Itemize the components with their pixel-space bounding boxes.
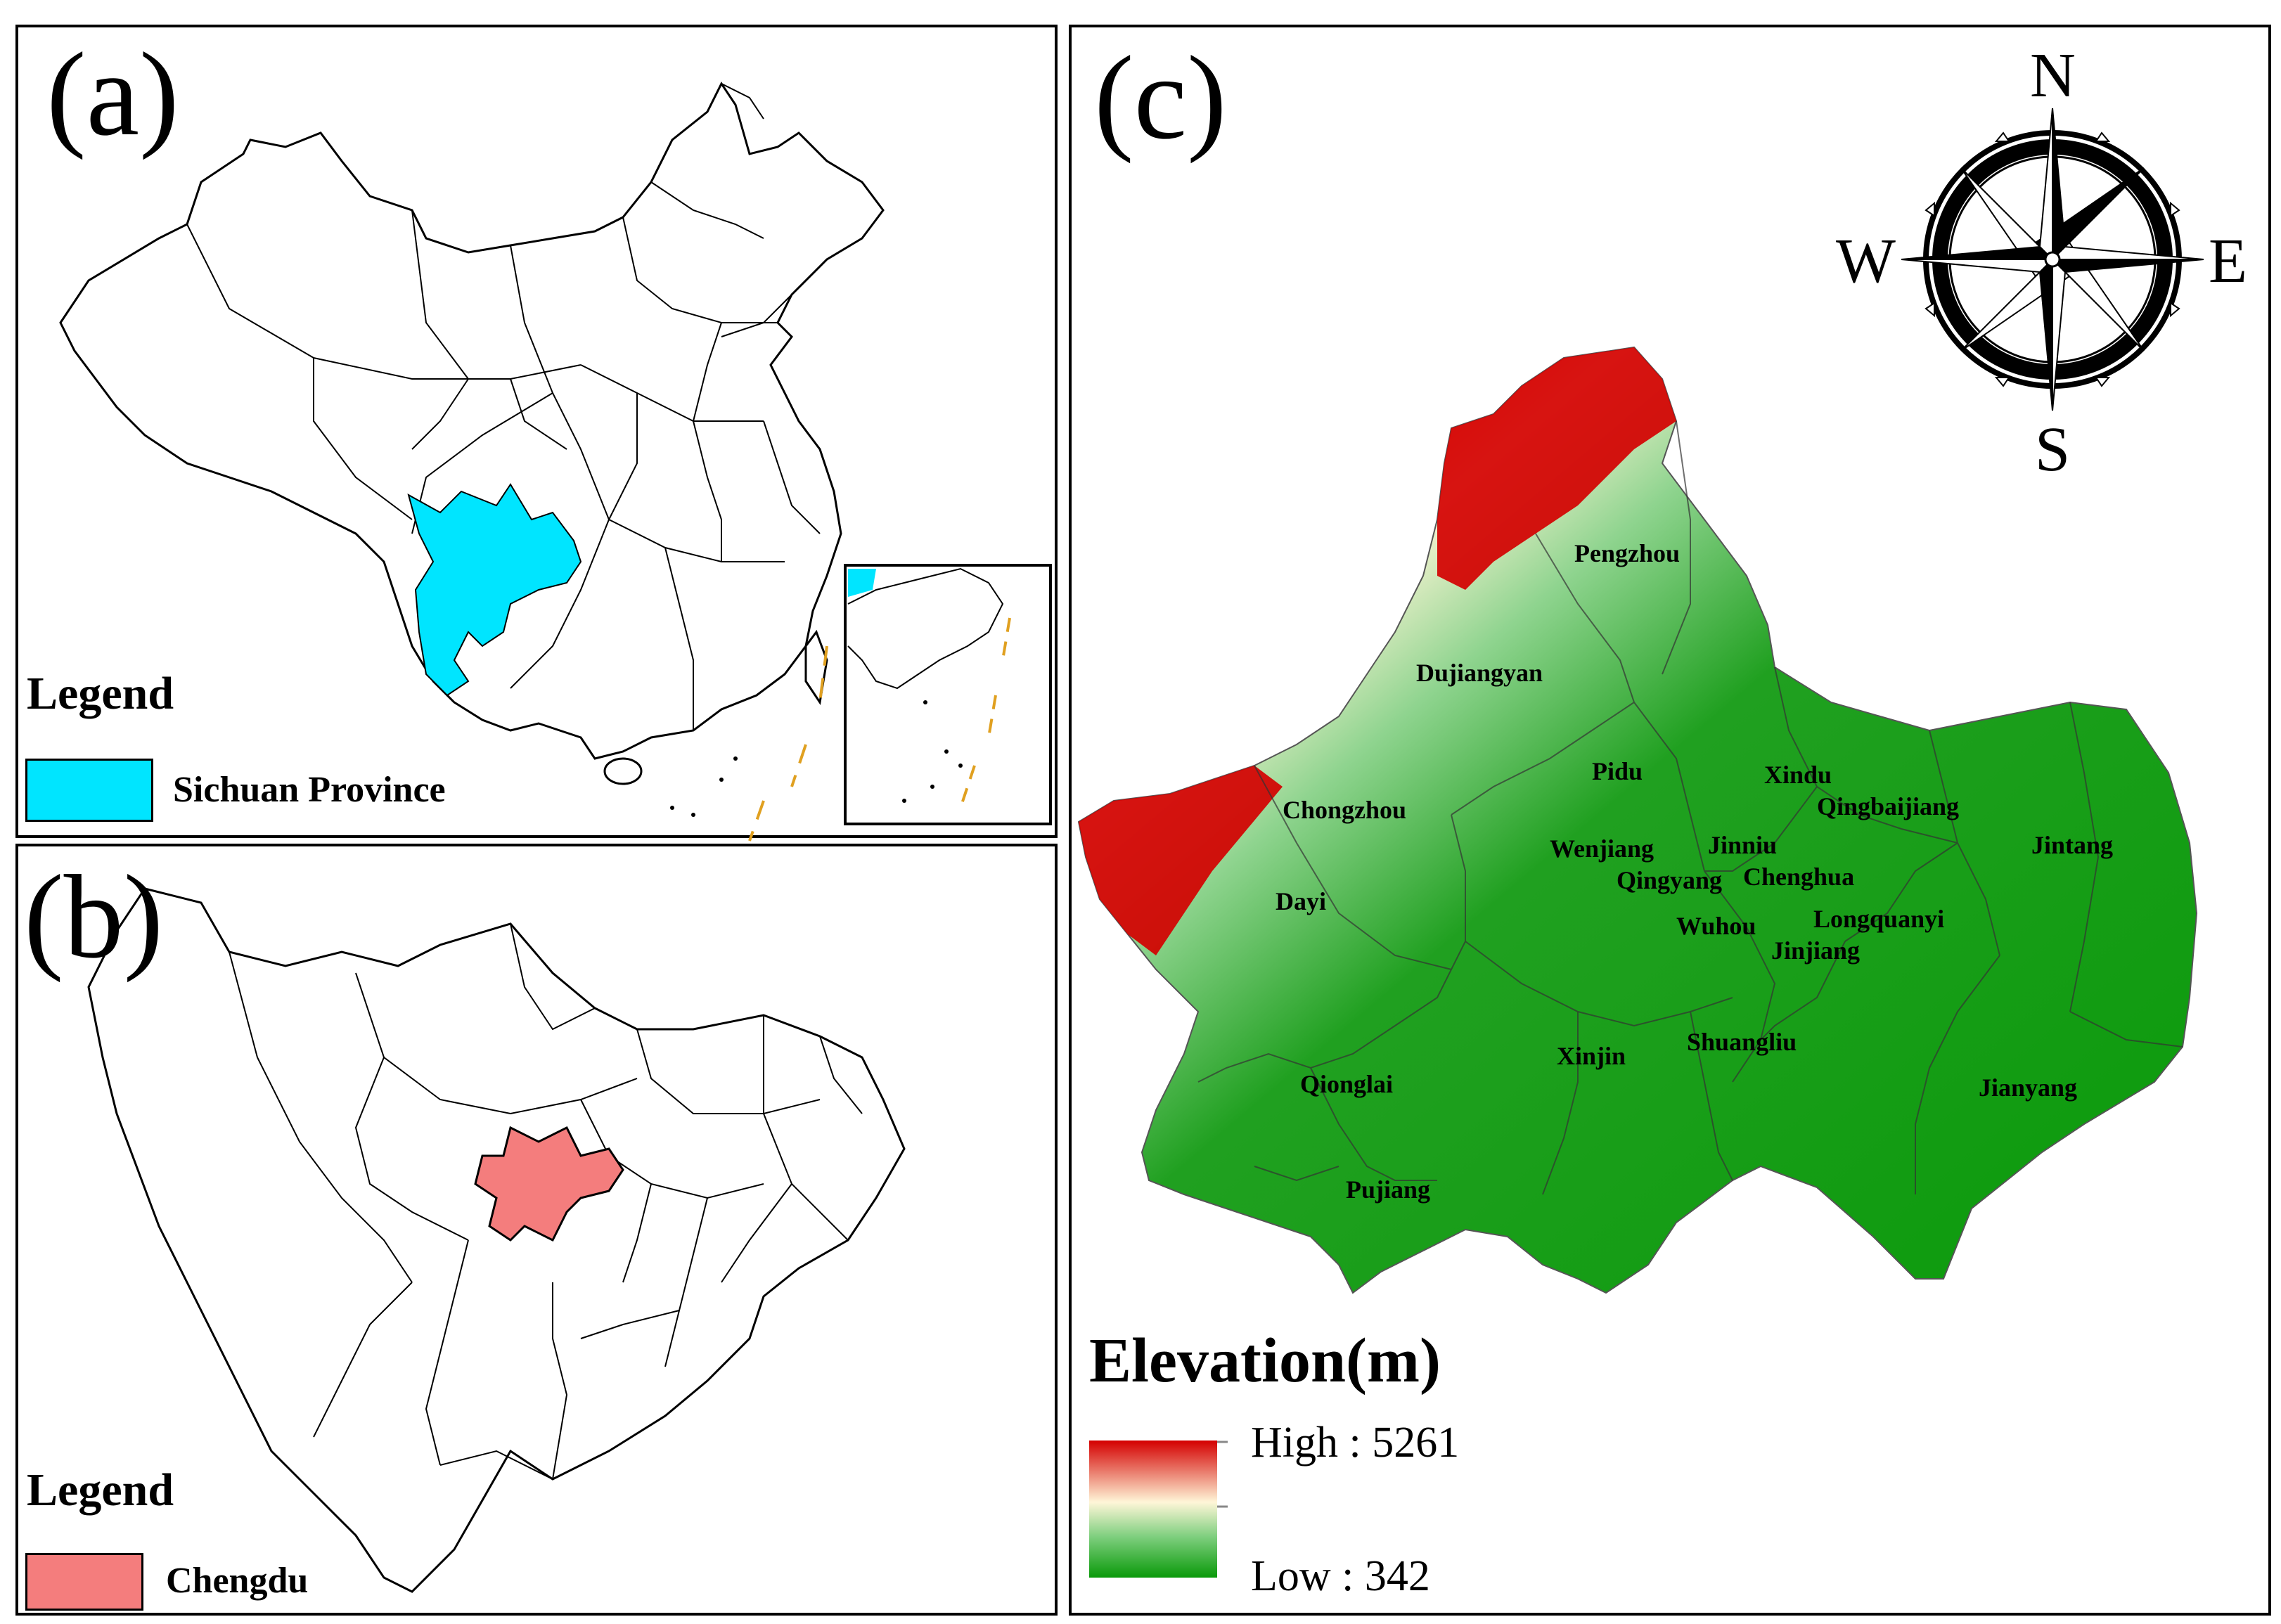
label-pidu: Pidu bbox=[1592, 757, 1643, 785]
compass-south: S bbox=[2035, 415, 2070, 484]
label-jinjiang: Jinjiang bbox=[1771, 936, 1860, 965]
label-xindu: Xindu bbox=[1764, 761, 1832, 789]
province-boundaries bbox=[186, 83, 821, 730]
elevation-map: Pengzhou Dujiangyan Pidu Xindu Qingbaiji… bbox=[1077, 41, 2247, 1578]
label-chongzhou: Chongzhou bbox=[1283, 796, 1406, 824]
panel-b-legend-swatch bbox=[25, 1553, 143, 1611]
inset-islands bbox=[902, 700, 963, 803]
panel-c-chengdu-elevation: Pengzhou Dujiangyan Pidu Xindu Qingbaiji… bbox=[1069, 25, 2271, 1616]
south-china-sea-inset bbox=[844, 564, 1052, 825]
china-map bbox=[59, 82, 1052, 842]
panel-a-china-map: (a) Legend Sichuan Province bbox=[15, 25, 1058, 842]
label-dayi: Dayi bbox=[1276, 887, 1326, 915]
label-dujiangyan: Dujiangyan bbox=[1416, 659, 1543, 687]
china-outline bbox=[59, 82, 885, 760]
panel-a-legend-title: Legend bbox=[27, 668, 174, 719]
inset-coastline bbox=[847, 567, 1004, 690]
elevation-low-label: Low : 342 bbox=[1251, 1552, 1430, 1600]
taiwan-island bbox=[804, 629, 828, 705]
panel-b-letter: (b) bbox=[24, 851, 164, 983]
label-jianyang: Jianyang bbox=[1979, 1074, 2077, 1102]
label-qingbaijiang: Qingbaijiang bbox=[1817, 792, 1959, 820]
nine-dash-line bbox=[748, 645, 828, 842]
label-qingyang: Qingyang bbox=[1617, 866, 1722, 894]
western-mountains bbox=[1079, 766, 1283, 955]
compass-north: N bbox=[2030, 41, 2076, 110]
panel-b-legend-title: Legend bbox=[27, 1464, 174, 1516]
label-longquanyi: Longquanyi bbox=[1813, 905, 1944, 933]
label-wuhou: Wuhou bbox=[1676, 912, 1756, 940]
elevation-legend-title: Elevation(m) bbox=[1089, 1326, 1441, 1396]
label-qionglai: Qionglai bbox=[1300, 1070, 1393, 1098]
inset-sichuan-corner bbox=[848, 569, 876, 597]
inset-dash-line bbox=[959, 617, 1011, 808]
label-wenjiang: Wenjiang bbox=[1550, 834, 1654, 863]
district-labels: Pengzhou Dujiangyan Pidu Xindu Qingbaiji… bbox=[1276, 539, 2113, 1204]
panel-a-letter: (a) bbox=[46, 28, 179, 160]
label-jinniu: Jinniu bbox=[1708, 831, 1777, 859]
label-shuangliu: Shuangliu bbox=[1687, 1028, 1797, 1056]
sichuan-province-highlight bbox=[407, 483, 582, 697]
panel-b-sichuan-map: (b) Legend Chengdu bbox=[15, 844, 1058, 1616]
prefecture-boundaries bbox=[229, 923, 863, 1480]
island-dots bbox=[670, 756, 738, 817]
compass-east: E bbox=[2209, 226, 2247, 296]
district-boundaries bbox=[1197, 420, 2183, 1195]
compass-rose: N S E W bbox=[1836, 41, 2247, 484]
elevation-high-label: High : 5261 bbox=[1251, 1419, 1460, 1467]
sichuan-map bbox=[87, 887, 906, 1593]
panel-a-legend-swatch bbox=[25, 759, 153, 822]
label-jintang: Jintang bbox=[2031, 831, 2113, 859]
hainan-island bbox=[603, 757, 643, 785]
panel-c-letter: (c) bbox=[1094, 32, 1227, 164]
label-pujiang: Pujiang bbox=[1346, 1175, 1430, 1204]
sichuan-outline bbox=[87, 887, 906, 1593]
panel-b-legend-label: Chengdu bbox=[166, 1561, 309, 1601]
label-chenghua: Chenghua bbox=[1743, 863, 1854, 891]
northern-mountains bbox=[1437, 347, 1676, 590]
chengdu-terrain bbox=[1077, 346, 2198, 1294]
label-xinjin: Xinjin bbox=[1557, 1042, 1626, 1070]
panel-a-legend-label: Sichuan Province bbox=[173, 770, 446, 810]
label-pengzhou: Pengzhou bbox=[1574, 539, 1680, 567]
compass-west: W bbox=[1836, 226, 1896, 296]
chengdu-highlight bbox=[474, 1126, 624, 1242]
elevation-legend-bar bbox=[1089, 1441, 1217, 1578]
